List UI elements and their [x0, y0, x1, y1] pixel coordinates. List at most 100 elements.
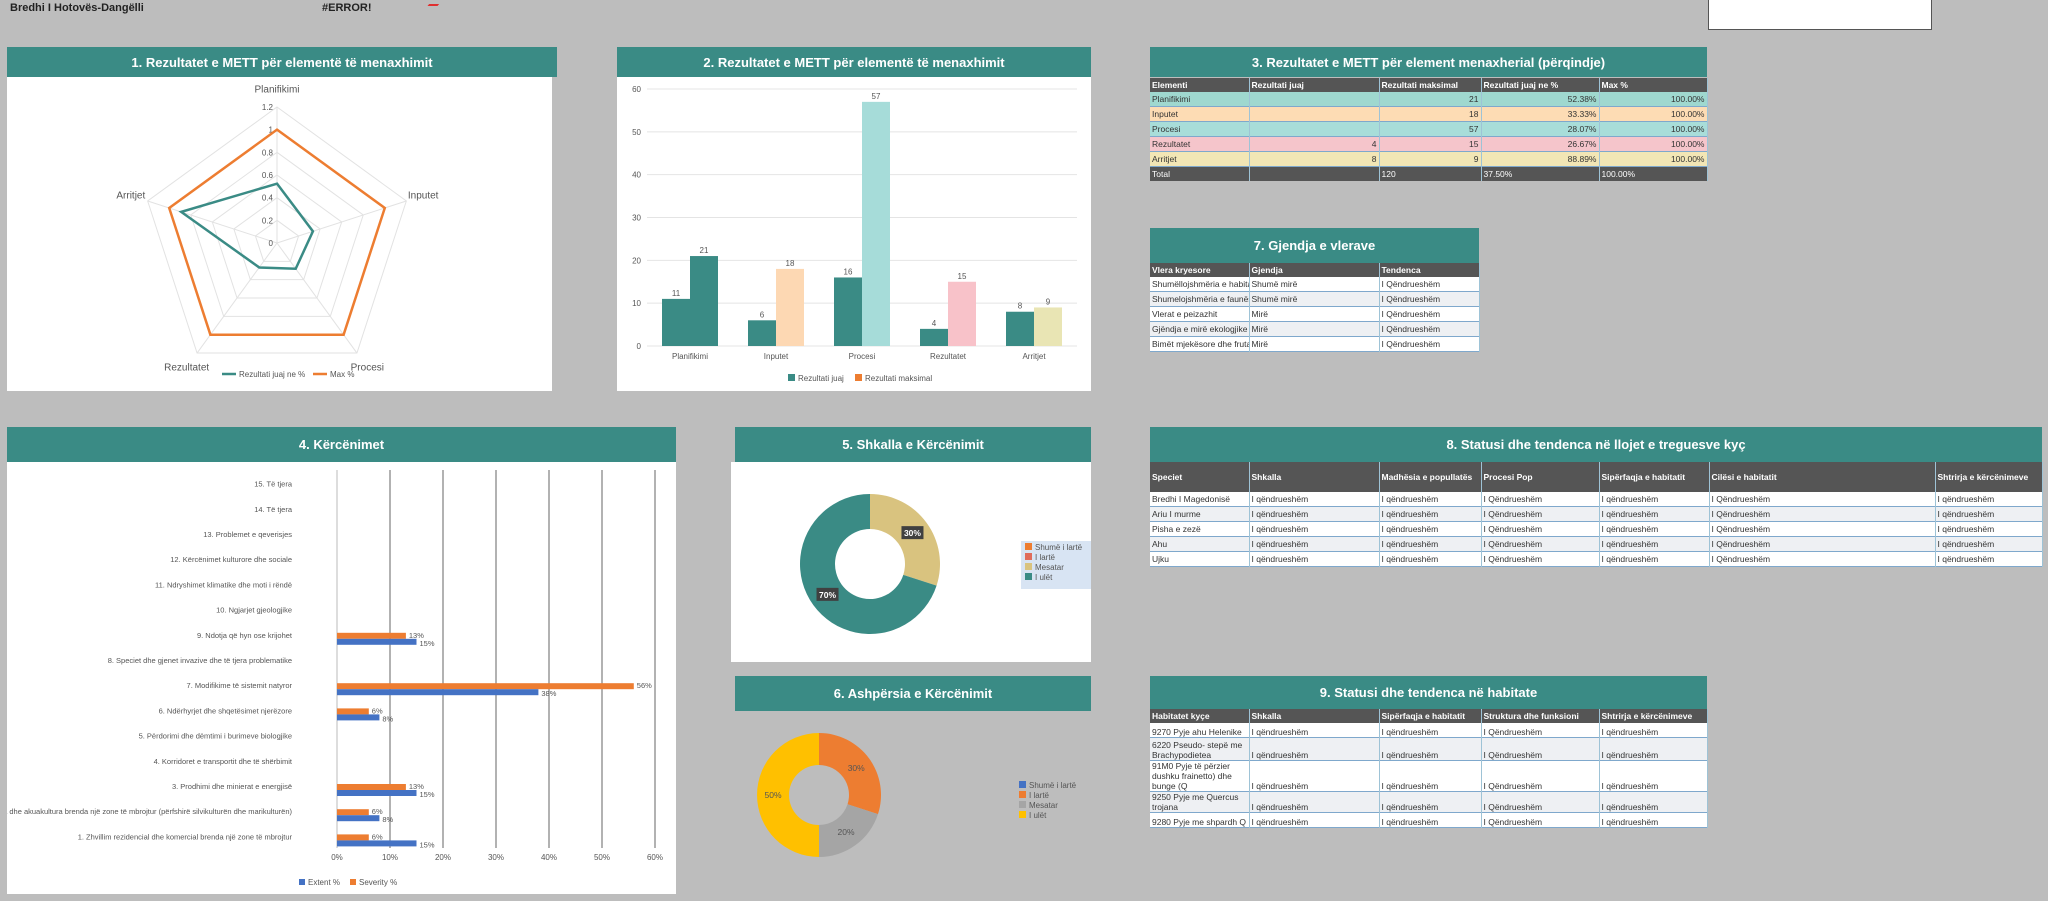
- table-cell[interactable]: 9: [1379, 151, 1482, 167]
- table-cell[interactable]: I qëndrueshëm: [1935, 521, 2043, 537]
- table-cell[interactable]: I qëndrueshëm: [1599, 737, 1708, 761]
- table-cell[interactable]: Shumë mirë: [1249, 277, 1380, 292]
- table-cell[interactable]: Planifikimi: [1150, 92, 1250, 107]
- table-cell[interactable]: 33.33%: [1481, 106, 1600, 122]
- table-cell[interactable]: 4: [1249, 136, 1380, 152]
- table-row[interactable]: Gjëndja e mirë ekologjike Mirë I Qëndruesh…: [1150, 321, 1480, 337]
- table-row[interactable]: 9270 Pyje ahu Helenike I qëndrueshëm I qën…: [1150, 723, 1708, 738]
- table-cell[interactable]: 100.00%: [1599, 92, 1708, 107]
- table-row[interactable]: 9250 Pyje me Quercus trojana I qëndrueshë…: [1150, 791, 1708, 813]
- table-cell[interactable]: Arritjet: [1150, 151, 1250, 167]
- table-cell[interactable]: 100.00%: [1599, 106, 1708, 122]
- table-cell[interactable]: I qëndrueshëm: [1379, 506, 1482, 522]
- table-row[interactable]: Arritjet 8 9 88.89% 100.00%: [1150, 151, 1708, 167]
- table-cell[interactable]: Bredhi I Magedonisë: [1150, 492, 1250, 507]
- table-cell[interactable]: [1249, 121, 1380, 137]
- table-row[interactable]: Pisha e zezë I qëndrueshëm I qëndrueshëm I …: [1150, 521, 2043, 537]
- table-row[interactable]: 91M0 Pyje të përzier dushku frainetto) d…: [1150, 760, 1708, 792]
- table-cell[interactable]: Pisha e zezë: [1150, 521, 1250, 537]
- table-row[interactable]: Ariu I murme I qëndrueshëm I qëndrueshëm I …: [1150, 506, 2043, 522]
- table-cell[interactable]: I Qëndrueshëm: [1379, 336, 1480, 352]
- table-row[interactable]: Ahu I qëndrueshëm I qëndrueshëm I Qëndruesh…: [1150, 536, 2043, 552]
- table-cell[interactable]: Total: [1150, 166, 1250, 181]
- table-cell[interactable]: Mirë: [1249, 321, 1380, 337]
- table-cell[interactable]: 15: [1379, 136, 1482, 152]
- table-cell[interactable]: I Qëndrueshëm: [1379, 321, 1480, 337]
- table-cell[interactable]: Inputet: [1150, 106, 1250, 122]
- table-row[interactable]: Planifikimi 21 52.38% 100.00%: [1150, 92, 1708, 107]
- table-cell[interactable]: 100.00%: [1599, 136, 1708, 152]
- table-cell[interactable]: I qëndrueshëm: [1599, 812, 1708, 828]
- table-cell[interactable]: 91M0 Pyje të përzier dushku frainetto) d…: [1150, 760, 1250, 792]
- table-cell[interactable]: I Qëndrueshëm: [1481, 492, 1600, 507]
- table-cell[interactable]: 18: [1379, 106, 1482, 122]
- table-cell[interactable]: I Qëndrueshëm: [1709, 521, 1936, 537]
- table-cell[interactable]: I Qëndrueshëm: [1481, 536, 1600, 552]
- table-cell[interactable]: I qëndrueshëm: [1599, 551, 1710, 567]
- table-cell[interactable]: Bimët mjekësore dhe frutat: [1150, 336, 1250, 352]
- table-cell[interactable]: I qëndrueshëm: [1379, 551, 1482, 567]
- table-cell[interactable]: 9270 Pyje ahu Helenike: [1150, 723, 1250, 738]
- table-row[interactable]: 6220 Pseudo- stepë me Brachypodietea I që…: [1150, 737, 1708, 761]
- table-cell[interactable]: I Qëndrueshëm: [1709, 506, 1936, 522]
- table-cell[interactable]: [1249, 92, 1380, 107]
- table-row[interactable]: Inputet 18 33.33% 100.00%: [1150, 106, 1708, 122]
- table-cell[interactable]: I Qëndrueshëm: [1481, 506, 1600, 522]
- table-cell[interactable]: 37.50%: [1481, 166, 1600, 181]
- table-cell[interactable]: Gjëndja e mirë ekologjike: [1150, 321, 1250, 337]
- table-cell[interactable]: Vlerat e peizazhit: [1150, 306, 1250, 322]
- table-cell[interactable]: I qëndrueshëm: [1249, 737, 1380, 761]
- table-cell[interactable]: I qëndrueshëm: [1379, 521, 1482, 537]
- table-cell[interactable]: I Qëndrueshëm: [1379, 277, 1480, 292]
- table-cell[interactable]: I Qëndrueshëm: [1709, 551, 1936, 567]
- table-row[interactable]: Shumelojshmëria e faunës Shumë mirë I Qënd…: [1150, 291, 1480, 307]
- table-cell[interactable]: Rezultatet: [1150, 136, 1250, 152]
- table-cell[interactable]: 28.07%: [1481, 121, 1600, 137]
- table-cell[interactable]: I qëndrueshëm: [1379, 492, 1482, 507]
- table-cell[interactable]: Ahu: [1150, 536, 1250, 552]
- table-cell[interactable]: [1249, 106, 1380, 122]
- table-row[interactable]: Shumëllojshmëria e habitateveShumë mirëI…: [1150, 277, 1480, 292]
- table-cell[interactable]: 100.00%: [1599, 121, 1708, 137]
- table-cell[interactable]: I Qëndrueshëm: [1481, 791, 1600, 813]
- table-cell[interactable]: I qëndrueshëm: [1379, 737, 1482, 761]
- table-row[interactable]: Bimët mjekësore dhe frutat Mirë I Qëndrues…: [1150, 336, 1480, 352]
- table-cell[interactable]: 9250 Pyje me Quercus trojana: [1150, 791, 1250, 813]
- empty-textbox[interactable]: [1708, 0, 1932, 30]
- table-cell[interactable]: I Qëndrueshëm: [1481, 521, 1600, 537]
- table-cell[interactable]: I qëndrueshëm: [1379, 723, 1482, 738]
- table-cell[interactable]: 57: [1379, 121, 1482, 137]
- table-cell[interactable]: 100.00%: [1599, 151, 1708, 167]
- table-total-row[interactable]: Total 120 37.50% 100.00%: [1150, 166, 1708, 181]
- table-row[interactable]: 9280 Pyje me shpardh Q I qëndrueshëm I qën…: [1150, 812, 1708, 828]
- table-cell[interactable]: I qëndrueshëm: [1935, 492, 2043, 507]
- table-cell[interactable]: I Qëndrueshëm: [1379, 306, 1480, 322]
- table-cell[interactable]: I qëndrueshëm: [1935, 536, 2043, 552]
- table-cell[interactable]: I Qëndrueshëm: [1481, 551, 1600, 567]
- table-cell[interactable]: Ujku: [1150, 551, 1250, 567]
- table-cell[interactable]: I qëndrueshëm: [1379, 760, 1482, 792]
- table-cell[interactable]: I Qëndrueshëm: [1481, 760, 1600, 792]
- table-cell[interactable]: I qëndrueshëm: [1249, 551, 1380, 567]
- table-cell[interactable]: 8: [1249, 151, 1380, 167]
- table-cell[interactable]: Shumelojshmëria e faunës: [1150, 291, 1250, 307]
- table-cell[interactable]: I qëndrueshëm: [1935, 506, 2043, 522]
- table-cell[interactable]: I Qëndrueshëm: [1379, 291, 1480, 307]
- table-cell[interactable]: I qëndrueshëm: [1249, 521, 1380, 537]
- table-cell[interactable]: I Qëndrueshëm: [1709, 492, 1936, 507]
- table-cell[interactable]: Mirë: [1249, 306, 1380, 322]
- table-cell[interactable]: 120: [1379, 166, 1482, 181]
- table-cell[interactable]: I qëndrueshëm: [1599, 492, 1710, 507]
- table-cell[interactable]: 9280 Pyje me shpardh Q: [1150, 812, 1250, 828]
- table-cell[interactable]: I Qëndrueshëm: [1481, 812, 1600, 828]
- table-cell[interactable]: 6220 Pseudo- stepë me Brachypodietea: [1150, 737, 1250, 761]
- table-cell[interactable]: I qëndrueshëm: [1599, 521, 1710, 537]
- table-cell[interactable]: I qëndrueshëm: [1599, 723, 1708, 738]
- table-cell[interactable]: I Qëndrueshëm: [1709, 536, 1936, 552]
- table-cell[interactable]: 52.38%: [1481, 92, 1600, 107]
- table-cell[interactable]: I qëndrueshëm: [1249, 760, 1380, 792]
- table-cell[interactable]: I qëndrueshëm: [1379, 812, 1482, 828]
- table-cell[interactable]: I qëndrueshëm: [1379, 791, 1482, 813]
- table-cell[interactable]: I qëndrueshëm: [1599, 791, 1708, 813]
- table-cell[interactable]: I qëndrueshëm: [1249, 492, 1380, 507]
